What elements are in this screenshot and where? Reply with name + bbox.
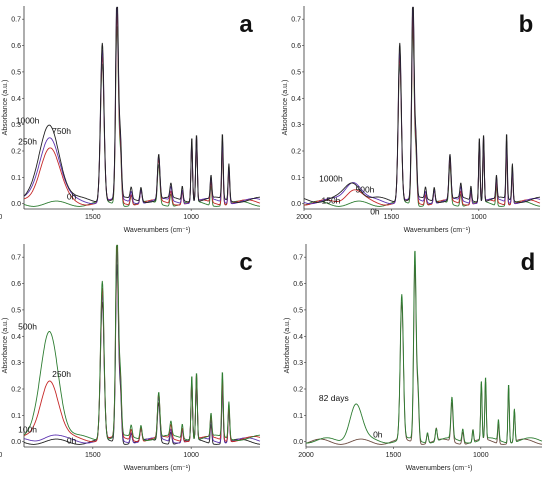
annotation-label: 0h: [67, 192, 77, 202]
panel-b: 0.0 0.1 0.2 0.3 0.4 0.5 0.6 0.7 2000 1500 1000Wave…: [282, 6, 541, 234]
y-tick-label: 0.1: [291, 175, 301, 182]
series-line-500h: [23, 244, 260, 441]
series-line-250h: [23, 12, 261, 206]
series-line-1000h: [23, 6, 260, 203]
y-tick-label: 0.3: [291, 122, 301, 129]
y-tick-label: 0.6: [11, 281, 21, 288]
annotation-label: 500h: [355, 184, 374, 194]
panel-c: 0.0 0.1 0.2 0.3 0.4 0.5 0.6 0.7 2000 1500 1000 Wave…: [0, 244, 261, 472]
y-tick-label: 0.3: [11, 360, 21, 367]
x-tick-label: 2000: [0, 214, 2, 221]
y-axis-title: Absorbance (a.u.): [2, 318, 9, 374]
y-tick-label: 0.1: [11, 175, 21, 182]
y-tick-label: 0.4: [11, 96, 21, 103]
y-tick-label: 0.7: [11, 17, 21, 24]
y-tick-label: 0.7: [293, 255, 303, 262]
series-line-0h: [303, 26, 541, 207]
series-line-0h: [23, 26, 261, 207]
annotation-label: 82 days: [319, 393, 349, 403]
series-line-150h: [304, 12, 541, 206]
x-tick-label: 1000: [473, 452, 489, 459]
y-tick-label: 0.0: [11, 439, 21, 446]
annotation-label: 250h: [52, 369, 71, 379]
x-axis-title: Wavenumbers (cm⁻¹): [124, 227, 191, 234]
annotation-label: 0h: [373, 430, 383, 440]
x-axis-title: Wavenumbers (cm⁻¹): [404, 227, 471, 234]
annotation-label: 500h: [18, 322, 37, 332]
y-tick-label: 0.3: [11, 122, 21, 129]
y-tick-label: 0.7: [291, 17, 301, 24]
y-tick-label: 0.2: [293, 387, 303, 394]
annotation-label: 750h: [52, 126, 71, 136]
y-tick-label: 0.2: [11, 387, 21, 394]
annotation-label: 250h: [18, 136, 37, 146]
x-tick-label: 1000: [471, 214, 487, 221]
series-line-100h: [23, 250, 261, 444]
y-tick-label: 0.6: [291, 43, 301, 50]
x-tick-label: 2000: [0, 452, 2, 459]
series-line-0h: [305, 264, 543, 445]
y-tick-label: 0.5: [11, 307, 21, 314]
x-tick-label: 1500: [85, 452, 101, 459]
y-tick-label: 0.5: [293, 307, 303, 314]
y-tick-label: 0.4: [291, 96, 301, 103]
x-tick-label: 1500: [386, 452, 402, 459]
y-tick-label: 0.2: [291, 149, 301, 156]
panel-letter: a: [239, 11, 253, 38]
x-axis-title: Wavenumbers (cm⁻¹): [124, 465, 191, 472]
y-tick-label: 0.5: [291, 69, 301, 76]
series-line-0h: [23, 264, 261, 445]
y-tick-label: 0.2: [11, 149, 21, 156]
series-line-250h: [23, 244, 261, 443]
x-tick-label: 1500: [384, 214, 400, 221]
panel-letter: d: [521, 249, 536, 276]
panel-letter: c: [239, 249, 252, 276]
x-tick-label: 2000: [298, 452, 314, 459]
y-tick-label: 0.5: [11, 69, 21, 76]
annotation-label: 1000h: [319, 173, 343, 183]
y-tick-label: 0.0: [11, 201, 21, 208]
y-tick-label: 0.1: [293, 413, 303, 420]
x-tick-label: 1500: [85, 214, 101, 221]
x-tick-label: 2000: [296, 214, 312, 221]
annotation-label: 0h: [370, 206, 380, 216]
y-tick-label: 0.6: [293, 281, 303, 288]
y-axis-title: Absorbance (a.u.): [282, 80, 289, 136]
y-axis-title: Absorbance (a.u.): [284, 318, 291, 374]
x-tick-label: 1000: [183, 214, 199, 221]
panel-letter: b: [519, 11, 534, 38]
series-line-500h: [303, 6, 541, 205]
y-axis-title: Absorbance (a.u.): [2, 80, 9, 136]
series-line-750h: [23, 6, 261, 205]
annotation-label: 0h: [67, 435, 77, 445]
y-tick-label: 0.4: [293, 334, 303, 341]
y-tick-label: 0.1: [11, 413, 21, 420]
y-tick-label: 0.7: [11, 255, 21, 262]
series-line-82-days: [306, 250, 543, 444]
y-tick-label: 0.0: [291, 201, 301, 208]
y-tick-label: 0.4: [11, 334, 21, 341]
annotation-label: 100h: [18, 424, 37, 434]
annotation-label: 150h: [321, 195, 340, 205]
x-tick-label: 1000: [183, 452, 199, 459]
y-tick-label: 0.3: [293, 360, 303, 367]
panel-d: 0.0 0.1 0.2 0.3 0.4 0.5 0.6 0.7 2000 1500 1000Wave…: [284, 244, 543, 472]
annotation-label: 1000h: [16, 115, 40, 125]
panel-a: 0.0 0.1 0.2 0.3 0.4 0.5 0.6 0.7 2000 1500 1000 Wave…: [0, 6, 261, 234]
y-tick-label: 0.6: [11, 43, 21, 50]
x-axis-title: Wavenumbers (cm⁻¹): [406, 465, 473, 472]
series-line-1000h: [303, 6, 540, 203]
y-tick-label: 0.0: [293, 439, 303, 446]
